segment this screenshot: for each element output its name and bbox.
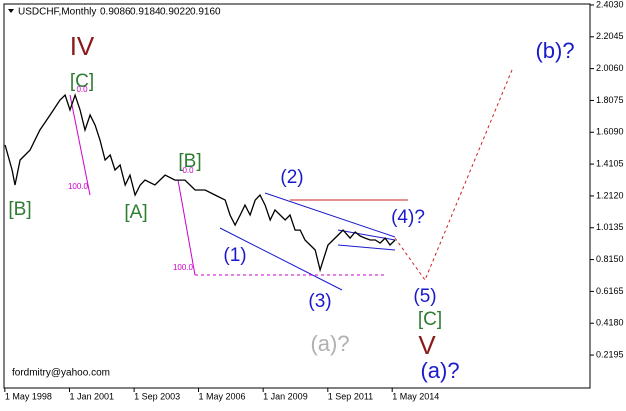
watermark: fordmitry@yahoo.com [12, 368, 110, 379]
y-tick-label: 1.6090 [596, 127, 624, 137]
y-tick-label: 0.8150 [596, 254, 624, 264]
x-tick-label: 1 Jan 2001 [69, 391, 114, 401]
y-tick-label: 0.2195 [596, 349, 624, 359]
wave-label: (3) [308, 291, 331, 312]
x-tick-label: 1 Sep 2011 [328, 391, 373, 401]
wave-label: [B] [8, 199, 31, 220]
menu-arrow [8, 9, 14, 13]
x-tick-label: 1 Sep 2003 [134, 391, 180, 401]
y-tick-label: 1.0135 [596, 222, 624, 232]
wave-label: 0.0 [182, 166, 194, 175]
drawings [69, 69, 513, 291]
y-tick-label: 0.4180 [596, 318, 624, 328]
wave-label: [A] [124, 202, 147, 223]
ohlc-value: 0.9160 [190, 7, 221, 18]
y-tick-label: 2.2045 [596, 31, 624, 41]
y-tick-label: 2.4030 [596, 0, 624, 9]
y-tick-label: 0.6165 [596, 286, 624, 296]
y-tick-label: 2.0060 [596, 63, 624, 73]
wave-label: [B] [178, 151, 201, 172]
ohlc: 0.9086 0.9184 0.9022 0.9160 [100, 7, 221, 18]
wave-label: (5) [413, 286, 436, 307]
y-tick-label: 1.4105 [596, 158, 624, 168]
wave-label: [C] [418, 309, 442, 330]
x-tick-label: 1 May 2006 [199, 391, 246, 401]
price-line [4, 93, 396, 273]
wave-label: (2) [280, 167, 303, 188]
ohlc-value: 0.9022 [160, 7, 191, 18]
wave-label: 100.0 [68, 182, 89, 191]
wave-label: [C] [70, 71, 94, 92]
wave-label: 100.0 [173, 263, 194, 272]
x-tick-label: 1 Jan 2009 [263, 391, 308, 401]
channel-line [264, 192, 396, 238]
y-tick-label: 1.2120 [596, 190, 624, 200]
chart-title: USDCHF,Monthly [18, 7, 96, 18]
fib-line [177, 179, 196, 276]
wave-label: (a)? [310, 331, 349, 356]
channel-line [219, 227, 343, 291]
fib-line [69, 94, 91, 196]
wave-label: (4)? [391, 207, 425, 228]
wave-label: V [418, 330, 436, 360]
wave-label: 0.0 [76, 85, 88, 94]
x-tick-label: 1 May 2014 [392, 391, 439, 401]
wave-label: IV [70, 31, 95, 61]
triangle-line [337, 244, 396, 251]
wave-label: (1) [223, 245, 246, 266]
wave-label: (a)? [420, 358, 459, 383]
plot-frame [3, 3, 591, 389]
x-tick-label: 1 May 1998 [5, 391, 52, 401]
wave-label: (b)? [535, 38, 574, 63]
ohlc-value: 0.9086 [100, 7, 131, 18]
ohlc-value: 0.9184 [130, 7, 161, 18]
y-tick-label: 1.8075 [596, 95, 624, 105]
